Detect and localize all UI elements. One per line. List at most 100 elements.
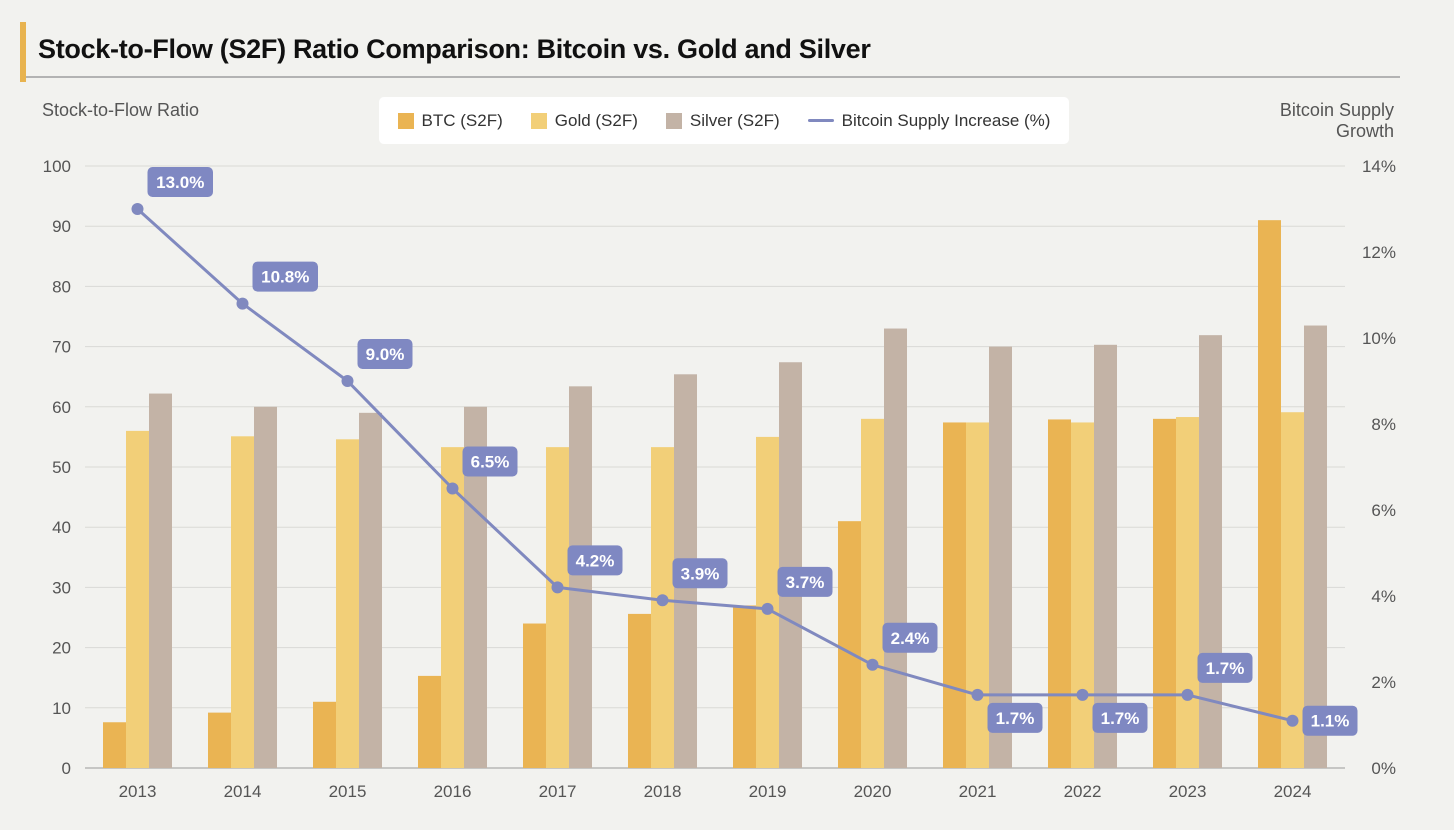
bar-btc [838,521,861,768]
bar-gold [441,447,464,768]
supply-point [1076,688,1089,701]
bar-gold [336,439,359,768]
y-tick-label-right: 14% [1362,157,1396,176]
legend-swatch-supply [807,119,834,122]
x-tick-label: 2022 [1064,782,1102,801]
bar-btc [103,722,126,768]
x-tick-label: 2013 [119,782,157,801]
x-tick-label: 2015 [329,782,367,801]
supply-data-label: 3.7% [786,573,825,592]
supply-data-label: 1.7% [1101,709,1140,728]
y-tick-label-right: 10% [1362,329,1396,348]
legend-label-supply: Bitcoin Supply Increase (%) [841,110,1051,130]
x-tick-label: 2019 [749,782,787,801]
x-tick-label: 2020 [854,782,892,801]
bar-gold [546,447,569,768]
y-tick-label-left: 0 [62,759,71,778]
left-axis-title: Stock-to-Flow Ratio [42,100,200,120]
bar-btc [523,623,546,768]
supply-point [1181,688,1194,701]
legend-item-gold[interactable]: Gold (S2F) [530,111,638,131]
legend-item-silver[interactable]: Silver (S2F) [665,110,780,131]
chart-title: Stock-to-Flow (S2F) Ratio Comparison: Bi… [38,34,871,64]
supply-data-label-box [1092,702,1148,733]
supply-data-label: 1.1% [1311,712,1350,731]
title-bar: Stock-to-Flow (S2F) Ratio Comparison: Bi… [20,22,1400,82]
supply-data-label-box [252,261,318,292]
bar-gold [1281,412,1304,768]
legend-swatch-btc [397,112,414,129]
legend-item-supply[interactable]: Bitcoin Supply Increase (%) [807,110,1051,131]
supply-data-label-box [357,339,413,369]
supply-point [236,297,249,310]
bar-gold [861,418,884,768]
supply-data-label: 6.5% [471,453,510,472]
y-tick-label-right: 8% [1371,415,1396,434]
x-tick-label: 2021 [959,782,997,801]
x-tick-label: 2023 [1169,782,1207,801]
bar-silver [149,393,172,768]
bar-gold [651,447,674,768]
bar-gold [126,430,149,768]
y-tick-label-left: 100 [43,157,71,176]
y-tick-label-left: 10 [52,699,71,718]
y-tick-label-right: 4% [1371,587,1396,606]
bar-silver [884,328,907,768]
supply-point [551,581,564,594]
bar-btc [208,712,231,768]
legend: BTC (S2F) Gold (S2F) Silver (S2F) Bitcoi… [379,97,1069,144]
y-tick-label-left: 30 [52,578,71,597]
bar-btc [1048,419,1071,768]
supply-data-label-box [147,167,213,197]
bar-silver [254,406,277,768]
supply-data-label: 9.0% [366,345,405,364]
supply-data-label: 2.4% [891,629,930,648]
right-axis-title: Bitcoin Supply Growth [1279,100,1394,141]
bar-silver [1304,325,1327,768]
supply-data-label-box [882,622,938,653]
supply-data-label-box [462,446,518,477]
supply-data-label-box [672,558,728,589]
legend-item-btc[interactable]: BTC (S2F) [397,110,503,131]
bar-silver [359,412,382,768]
supply-data-label: 1.7% [1206,659,1245,678]
supply-point [446,482,459,495]
bar-btc [628,613,651,768]
supply-point [341,375,354,387]
y-tick-label-left: 50 [52,458,71,477]
bar-silver [779,362,802,768]
y-tick-label-left: 20 [52,639,71,658]
bar-gold [1071,422,1094,768]
supply-data-label: 10.8% [261,268,309,287]
bar-btc [1153,418,1176,768]
y-tick-label-right: 6% [1371,501,1396,520]
bar-silver [1094,344,1117,768]
supply-point [971,688,984,701]
y-tick-label-left: 70 [52,338,71,357]
y-tick-label-left: 90 [52,217,71,236]
supply-point [1286,714,1299,727]
legend-swatch-gold [530,112,547,129]
y-tick-label-left: 40 [52,518,71,537]
y-tick-label-right: 2% [1371,673,1396,692]
supply-data-label: 3.9% [681,564,720,583]
bar-btc [313,701,336,768]
legend-swatch-silver [665,112,682,129]
x-tick-label: 2024 [1274,782,1312,801]
bar-gold [756,436,779,768]
supply-data-label-box [987,702,1043,733]
legend-label-silver: Silver (S2F) [689,110,780,130]
bar-gold [966,422,989,768]
bar-btc [733,605,756,768]
y-tick-label-left: 80 [52,277,71,296]
supply-data-label-box [567,545,623,576]
x-tick-label: 2018 [644,782,682,801]
supply-data-label-box [777,566,833,597]
supply-data-label-box [1302,705,1358,736]
y-tick-label-right: 0% [1371,759,1396,778]
bar-gold [231,436,254,768]
supply-point [866,658,879,671]
bar-gold [1176,417,1199,768]
legend-label-btc: BTC (S2F) [421,110,503,130]
